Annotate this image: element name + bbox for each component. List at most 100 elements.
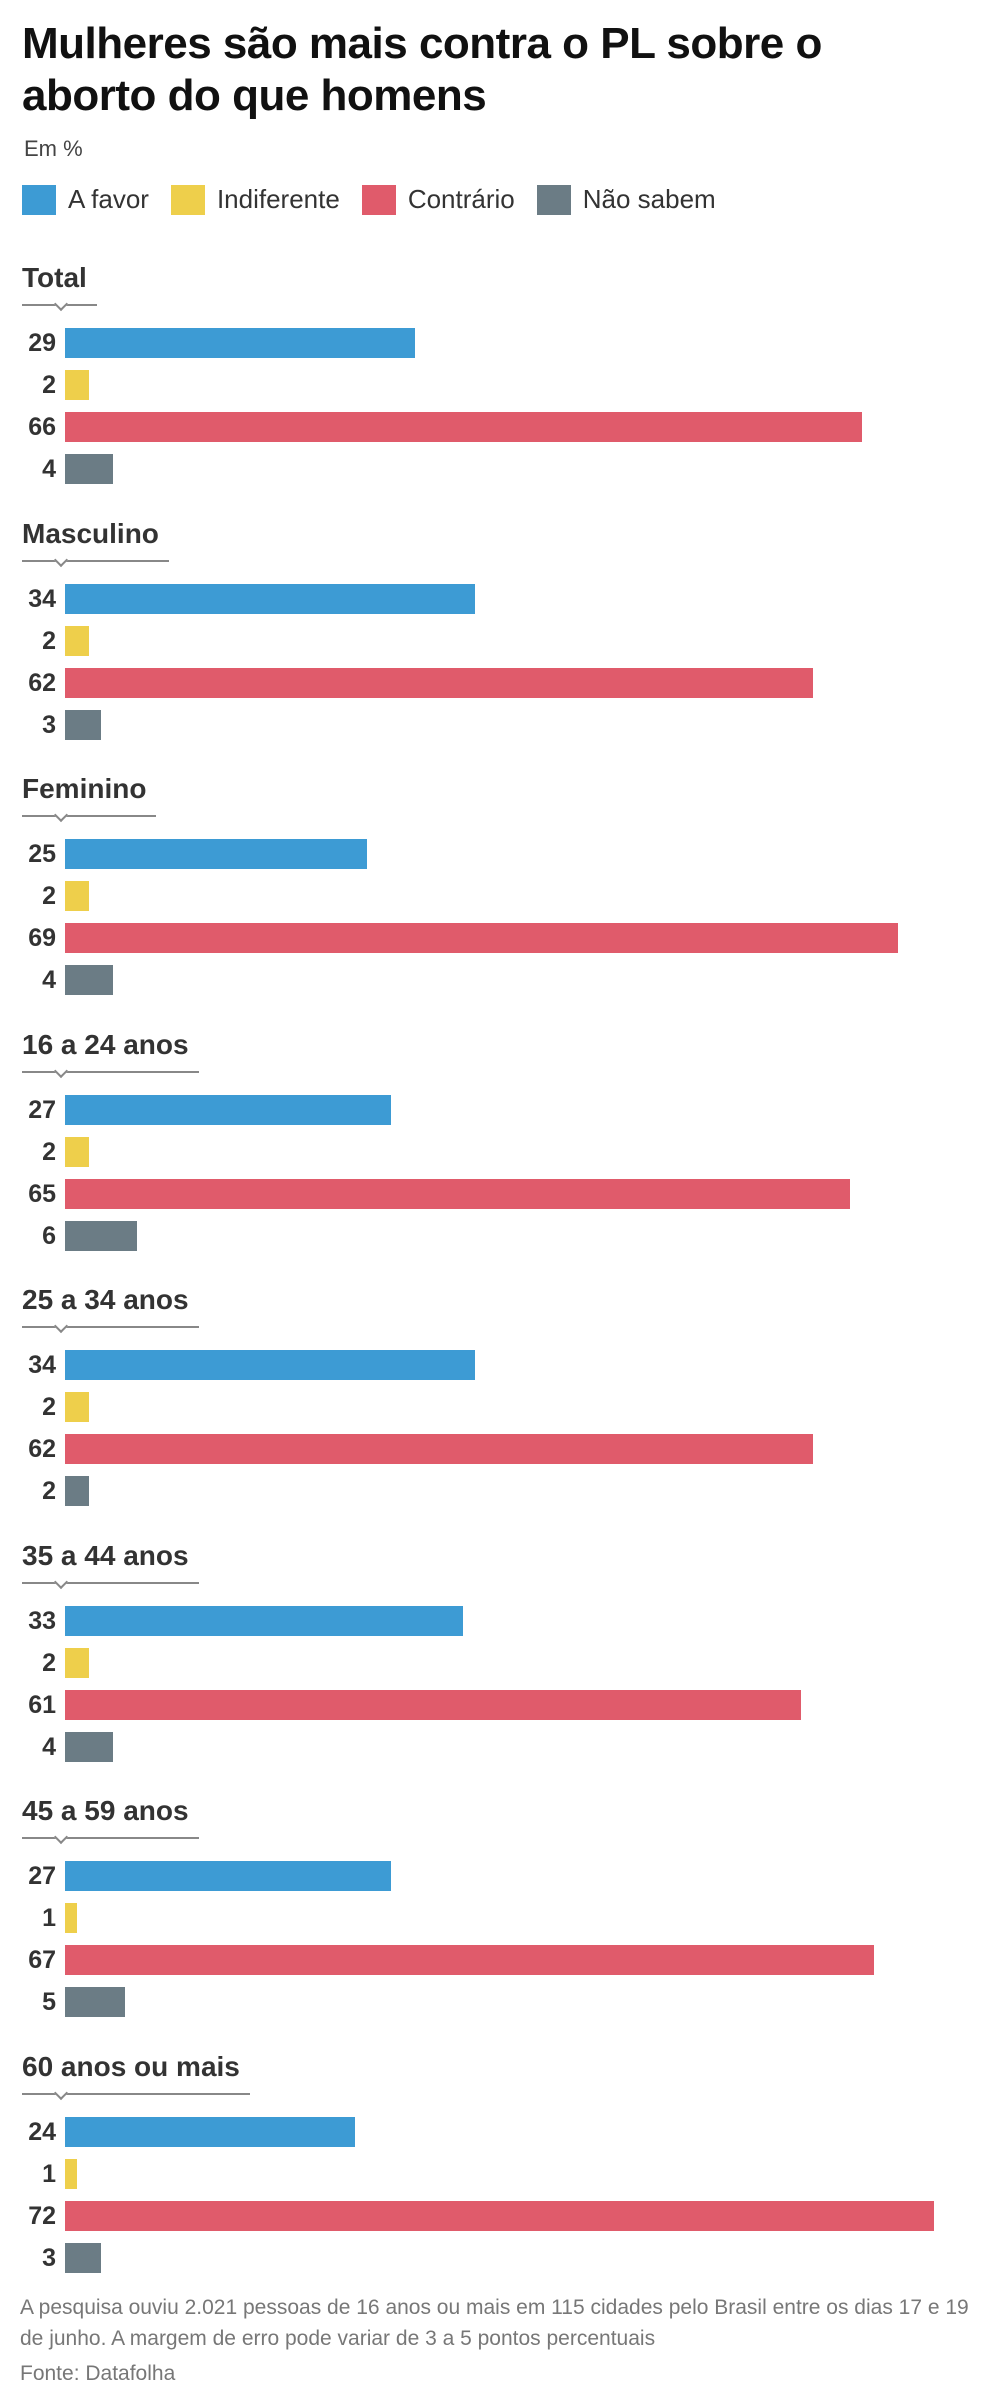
group-label: 16 a 24 anos xyxy=(22,1028,189,1060)
bar xyxy=(65,965,114,995)
value-label: 4 xyxy=(42,966,56,994)
chevron-down-icon xyxy=(53,552,69,567)
bar xyxy=(65,2200,935,2231)
legend-item-contrario: Contrário xyxy=(361,184,515,215)
value-label: 62 xyxy=(28,668,56,697)
group-divider xyxy=(22,559,169,562)
value-label: 2 xyxy=(42,1648,56,1677)
bar xyxy=(65,1861,391,1891)
bar xyxy=(65,1647,90,1678)
legend: A favor Indiferente Contrário Não sabem xyxy=(22,184,738,215)
value-label: 72 xyxy=(28,2201,56,2230)
legend-label: A favor xyxy=(68,184,149,214)
bar xyxy=(65,1731,114,1762)
bar xyxy=(65,1220,138,1251)
group-label: 35 a 44 anos xyxy=(22,1539,189,1571)
value-label: 3 xyxy=(42,2243,56,2272)
bar xyxy=(65,1350,476,1380)
value-label: 2 xyxy=(42,1477,56,1505)
chevron-down-icon xyxy=(53,1318,69,1334)
bar xyxy=(65,1605,464,1636)
bar xyxy=(65,1434,814,1464)
group-label: Masculino xyxy=(22,517,159,549)
bar xyxy=(65,1392,90,1422)
chart-title: Mulheres são mais contra o PL sobre o ab… xyxy=(22,19,822,120)
bar xyxy=(65,709,102,740)
bar xyxy=(65,2242,102,2273)
bar xyxy=(65,583,476,614)
value-label: 27 xyxy=(28,1095,56,1124)
bar xyxy=(65,923,898,953)
group-divider xyxy=(22,2092,250,2095)
bar xyxy=(65,1987,126,2017)
value-label: 4 xyxy=(42,455,56,483)
value-label: 5 xyxy=(42,1988,56,2016)
value-label: 2 xyxy=(42,626,56,655)
chevron-down-icon xyxy=(53,296,69,312)
value-label: 33 xyxy=(28,1606,56,1635)
chevron-down-icon xyxy=(53,1574,69,1589)
bar xyxy=(65,1178,850,1209)
bar xyxy=(65,370,90,400)
legend-label: Não sabem xyxy=(582,184,716,214)
chevron-down-icon xyxy=(53,2085,69,2100)
value-label: 2 xyxy=(42,1393,56,1421)
bar xyxy=(65,1689,802,1720)
source-note: Fonte: Datafolha xyxy=(20,2362,176,2385)
value-label: 62 xyxy=(28,1435,56,1463)
bar xyxy=(65,1945,874,1975)
value-label: 2 xyxy=(42,882,56,910)
group-divider xyxy=(22,1326,199,1328)
bar xyxy=(65,839,367,869)
value-label: 1 xyxy=(42,2159,56,2188)
bar xyxy=(65,667,814,698)
group-label: 45 a 59 anos xyxy=(22,1795,189,1826)
legend-swatch xyxy=(361,184,396,215)
bar xyxy=(65,1903,78,1933)
legend-swatch xyxy=(22,184,56,215)
value-label: 65 xyxy=(28,1179,56,1208)
value-label: 6 xyxy=(42,1221,56,1250)
value-label: 25 xyxy=(28,840,56,868)
legend-label: Contrário xyxy=(407,184,515,214)
legend-item-nao-sabem: Não sabem xyxy=(536,184,716,215)
legend-swatch xyxy=(170,184,205,215)
value-label: 67 xyxy=(28,1946,56,1974)
legend-item-a-favor: A favor xyxy=(22,184,149,215)
group-divider xyxy=(22,1837,199,1839)
methodology-note: A pesquisa ouviu 2.021 pessoas de 16 ano… xyxy=(20,2296,969,2350)
unit-label: Em % xyxy=(24,136,83,161)
value-label: 34 xyxy=(28,1351,56,1379)
bar xyxy=(65,454,114,484)
bar xyxy=(65,2116,355,2147)
bar xyxy=(65,412,862,442)
legend-label: Indiferente xyxy=(216,184,340,214)
value-label: 4 xyxy=(42,1732,56,1761)
chevron-down-icon xyxy=(53,1063,69,1078)
bar xyxy=(65,2158,78,2189)
bar xyxy=(65,1094,391,1125)
value-label: 61 xyxy=(28,1690,56,1719)
group-label: Total xyxy=(22,262,87,293)
bar xyxy=(65,1476,90,1506)
bar xyxy=(65,328,416,358)
group-label: 25 a 34 anos xyxy=(22,1284,189,1315)
value-label: 66 xyxy=(28,413,56,441)
value-label: 69 xyxy=(28,924,56,952)
group-divider xyxy=(22,1070,199,1073)
value-label: 2 xyxy=(42,371,56,399)
bar xyxy=(65,625,90,656)
chevron-down-icon xyxy=(53,807,69,823)
value-label: 2 xyxy=(42,1137,56,1166)
group-label: 60 anos ou mais xyxy=(22,2050,240,2082)
legend-swatch xyxy=(536,184,571,215)
value-label: 34 xyxy=(28,584,56,613)
group-divider xyxy=(22,1581,199,1584)
group-label: Feminino xyxy=(22,773,147,804)
value-label: 1 xyxy=(42,1904,56,1932)
value-label: 3 xyxy=(42,710,56,739)
value-label: 27 xyxy=(28,1862,56,1890)
group-divider xyxy=(22,815,156,817)
value-label: 24 xyxy=(28,2117,56,2146)
bar xyxy=(65,881,90,911)
